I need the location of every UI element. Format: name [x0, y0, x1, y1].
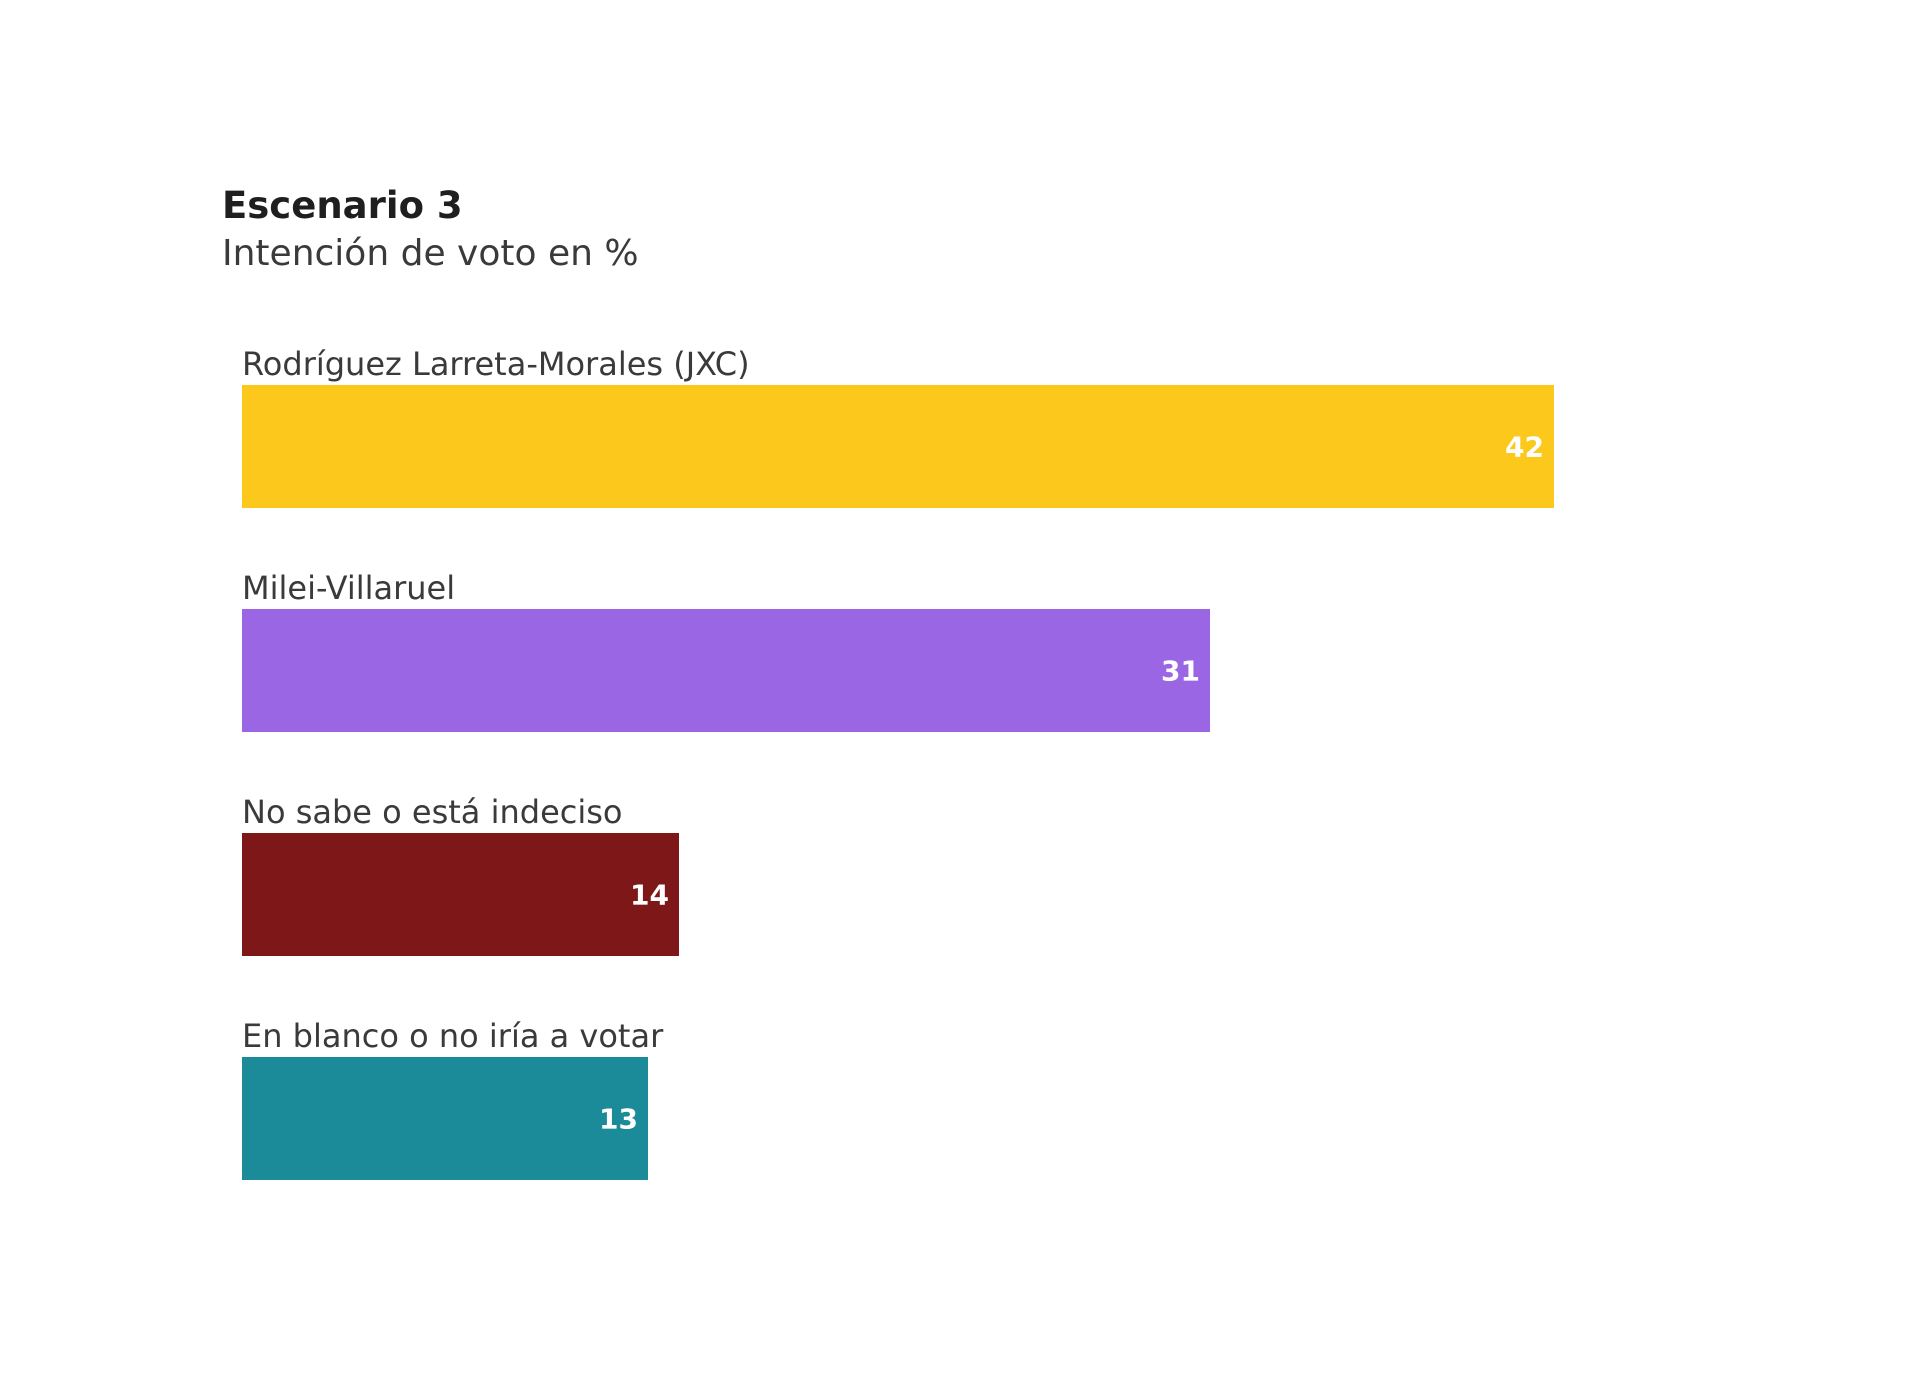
bar-row: No sabe o está indeciso 14 [242, 793, 1642, 973]
bar-value-label: 42 [1505, 430, 1544, 463]
bar-value-label: 13 [599, 1102, 638, 1135]
bar-value-label: 14 [630, 878, 669, 911]
chart-title: Escenario 3 [222, 184, 463, 227]
bar: 31 [242, 609, 1210, 732]
bar: 42 [242, 385, 1554, 508]
chart-subtitle: Intención de voto en % [222, 233, 639, 274]
bar: 13 [242, 1057, 648, 1180]
bar-row: En blanco o no iría a votar 13 [242, 1017, 1642, 1197]
bar-row: Milei-Villaruel 31 [242, 569, 1642, 749]
bar-label: Milei-Villaruel [242, 569, 456, 607]
bar-label: En blanco o no iría a votar [242, 1017, 664, 1055]
bar-label: Rodríguez Larreta-Morales (JXC) [242, 345, 750, 383]
bar-label: No sabe o está indeciso [242, 793, 623, 831]
bar-row: Rodríguez Larreta-Morales (JXC) 42 [242, 345, 1642, 525]
bar-value-label: 31 [1161, 654, 1200, 687]
bar: 14 [242, 833, 679, 956]
